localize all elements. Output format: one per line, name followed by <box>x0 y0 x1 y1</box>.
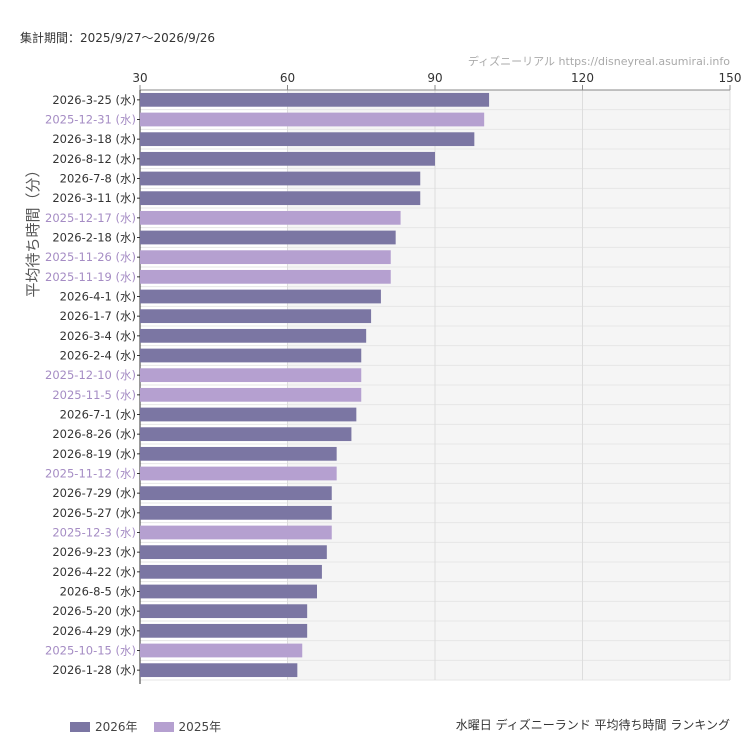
x-tick-label: 60 <box>280 71 295 85</box>
bar[interactable] <box>140 505 332 520</box>
category-label: 2026-8-12 (水) <box>52 152 136 166</box>
bar[interactable] <box>140 250 391 265</box>
bar[interactable] <box>140 289 381 304</box>
bar[interactable] <box>140 663 298 678</box>
bar[interactable] <box>140 407 357 422</box>
category-label: 2026-8-26 (水) <box>52 427 136 441</box>
bar[interactable] <box>140 486 332 501</box>
chart-footer-title: 水曜日 ディズニーランド 平均待ち時間 ランキング <box>455 718 730 732</box>
bar[interactable] <box>140 387 362 402</box>
bar[interactable] <box>140 545 327 560</box>
category-label: 2026-3-4 (水) <box>60 329 136 343</box>
category-label: 2026-7-1 (水) <box>60 408 136 422</box>
bar[interactable] <box>140 151 435 166</box>
bar[interactable] <box>140 604 308 619</box>
bar[interactable] <box>140 191 421 206</box>
category-label: 2026-3-18 (水) <box>52 132 136 146</box>
category-label: 2026-7-8 (水) <box>60 172 136 186</box>
category-label: 2025-12-10 (水) <box>45 368 136 382</box>
bar[interactable] <box>140 309 372 324</box>
category-label: 2025-11-12 (水) <box>45 467 136 481</box>
bar[interactable] <box>140 427 352 442</box>
category-label: 2026-2-4 (水) <box>60 349 136 363</box>
category-label: 2026-5-27 (水) <box>52 506 136 520</box>
category-label: 2026-3-25 (水) <box>52 93 136 107</box>
x-tick-label: 90 <box>427 71 442 85</box>
category-label: 2025-11-5 (水) <box>52 388 136 402</box>
category-label: 2025-11-19 (水) <box>45 270 136 284</box>
category-label: 2026-8-5 (水) <box>60 585 136 599</box>
legend-item-2025[interactable]: 2025年 <box>153 718 222 735</box>
bar[interactable] <box>140 230 396 245</box>
category-label: 2026-8-19 (水) <box>52 447 136 461</box>
category-label: 2025-12-3 (水) <box>52 526 136 540</box>
bar[interactable] <box>140 466 337 481</box>
category-label: 2026-1-7 (水) <box>60 309 136 323</box>
bar[interactable] <box>140 328 367 343</box>
bar[interactable] <box>140 584 317 599</box>
legend-swatch-2025 <box>153 721 174 732</box>
category-label: 2025-11-26 (水) <box>45 250 136 264</box>
legend-label-2025: 2025年 <box>178 720 222 734</box>
bar[interactable] <box>140 112 485 127</box>
bar[interactable] <box>140 132 475 147</box>
category-label: 2026-2-18 (水) <box>52 231 136 245</box>
category-label: 2026-9-23 (水) <box>52 545 136 559</box>
category-label: 2026-7-29 (水) <box>52 486 136 500</box>
bar[interactable] <box>140 643 303 658</box>
x-tick-label: 30 <box>132 71 147 85</box>
bar[interactable] <box>140 623 308 638</box>
x-tick-label: 150 <box>719 71 742 85</box>
legend-swatch-2026 <box>70 721 90 732</box>
y-axis-title: 平均待ち時間（分） <box>24 162 42 297</box>
category-label: 2026-5-20 (水) <box>52 604 136 618</box>
category-label: 2026-4-29 (水) <box>52 624 136 638</box>
category-label: 2025-10-15 (水) <box>45 644 136 658</box>
source-credit: ディズニーリアル https://disneyreal.asumirai.inf… <box>467 55 730 68</box>
legend-item-2026[interactable]: 2026年 <box>70 718 138 735</box>
bar[interactable] <box>140 210 401 225</box>
category-label: 2026-3-11 (水) <box>52 191 136 205</box>
bar[interactable] <box>140 269 391 284</box>
category-label: 2025-12-31 (水) <box>45 113 136 127</box>
bar[interactable] <box>140 446 337 461</box>
legend-label-2026: 2026年 <box>95 720 138 734</box>
bar[interactable] <box>140 368 362 383</box>
bar[interactable] <box>140 171 421 186</box>
bar[interactable] <box>140 348 362 363</box>
bar[interactable] <box>140 92 490 107</box>
legend: 2026年 2025年 <box>70 718 237 735</box>
category-label: 2025-12-17 (水) <box>45 211 136 225</box>
bar[interactable] <box>140 525 332 540</box>
x-tick-label: 120 <box>571 71 594 85</box>
category-label: 2026-4-1 (水) <box>60 290 136 304</box>
category-label: 2026-1-28 (水) <box>52 663 136 677</box>
period-label: 集計期間：2025/9/27〜2026/9/26 <box>20 31 216 45</box>
category-label: 2026-4-22 (水) <box>52 565 136 579</box>
bar[interactable] <box>140 564 322 579</box>
